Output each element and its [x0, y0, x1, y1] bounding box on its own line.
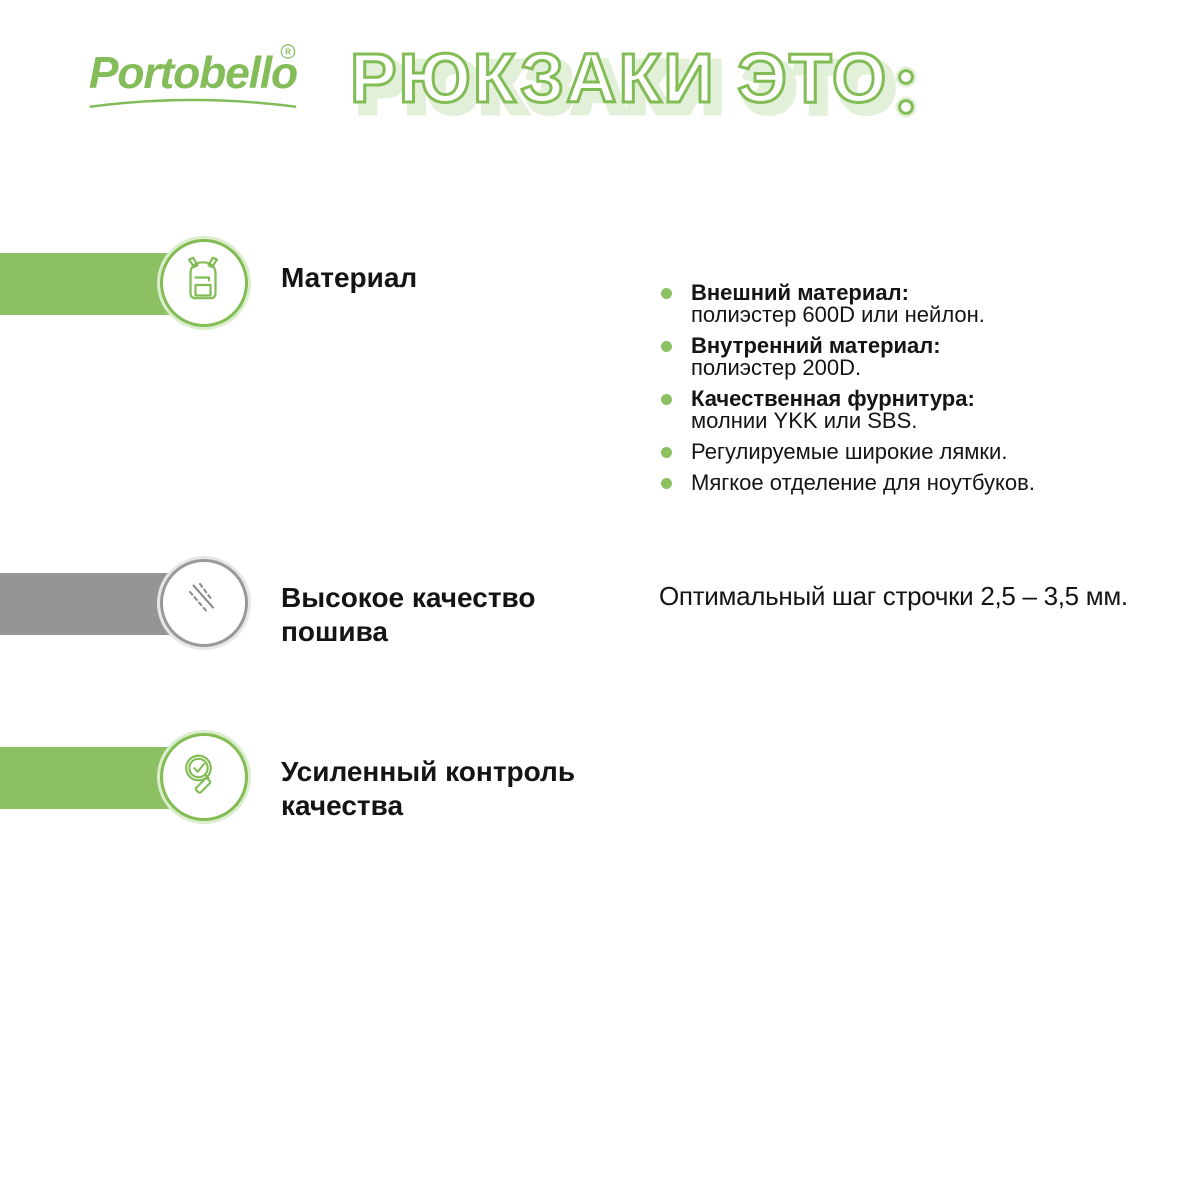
- svg-text:Portobello: Portobello: [89, 49, 297, 98]
- svg-text:R: R: [285, 48, 291, 57]
